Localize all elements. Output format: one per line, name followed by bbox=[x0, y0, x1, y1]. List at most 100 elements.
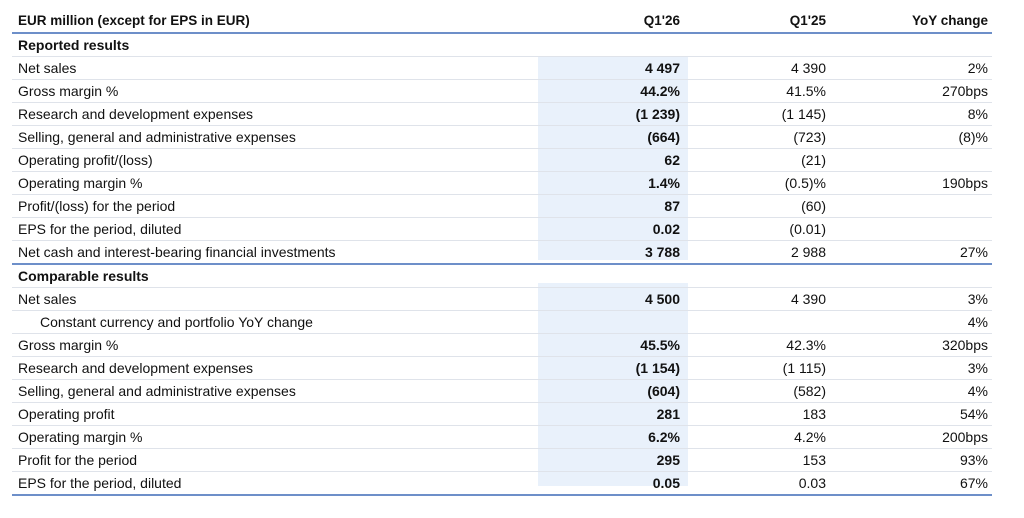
table-row: Gross margin % 44.2% 41.5% 270bps bbox=[12, 79, 992, 103]
row-yoy-change: 4% bbox=[838, 310, 992, 334]
row-label: Operating profit/(loss) bbox=[12, 148, 538, 172]
row-yoy-change: 8% bbox=[838, 102, 992, 126]
row-current-value: 62 bbox=[538, 148, 688, 172]
row-label: Profit for the period bbox=[12, 448, 538, 472]
row-current-value: 4 500 bbox=[538, 287, 688, 311]
table-row: Selling, general and administrative expe… bbox=[12, 125, 992, 149]
row-current-value: 295 bbox=[538, 448, 688, 472]
table-row: Operating profit/(loss) 62 (21) bbox=[12, 148, 992, 172]
row-prior-value: (1 145) bbox=[688, 102, 838, 126]
table-row: Operating margin % 6.2% 4.2% 200bps bbox=[12, 425, 992, 449]
row-prior-value: (723) bbox=[688, 125, 838, 149]
row-prior-value: 153 bbox=[688, 448, 838, 472]
row-current-value: 87 bbox=[538, 194, 688, 218]
row-yoy-change: (8)% bbox=[838, 125, 992, 149]
row-current-value: (1 154) bbox=[538, 356, 688, 380]
row-prior-value: (0.01) bbox=[688, 217, 838, 241]
table-row: EPS for the period, diluted 0.05 0.03 67… bbox=[12, 471, 992, 496]
header-label: EUR million (except for EPS in EUR) bbox=[12, 10, 538, 34]
row-yoy-change: 320bps bbox=[838, 333, 992, 357]
row-yoy-change: 270bps bbox=[838, 79, 992, 103]
section-title-reported: Reported results bbox=[12, 33, 992, 57]
row-label: Operating margin % bbox=[12, 425, 538, 449]
row-current-value: 0.02 bbox=[538, 217, 688, 241]
row-current-value: 6.2% bbox=[538, 425, 688, 449]
row-prior-value: (1 115) bbox=[688, 356, 838, 380]
header-prior-quarter: Q1'25 bbox=[688, 10, 838, 34]
row-yoy-change bbox=[838, 148, 992, 172]
section-title-comparable: Comparable results bbox=[12, 264, 992, 288]
table-row: Research and development expenses (1 239… bbox=[12, 102, 992, 126]
row-yoy-change: 3% bbox=[838, 287, 992, 311]
table-row: Research and development expenses (1 154… bbox=[12, 356, 992, 380]
row-label: Operating profit bbox=[12, 402, 538, 426]
header-current-quarter: Q1'26 bbox=[538, 10, 688, 34]
row-label: Gross margin % bbox=[12, 333, 538, 357]
row-current-value: 44.2% bbox=[538, 79, 688, 103]
row-yoy-change: 2% bbox=[838, 56, 992, 80]
row-prior-value: 0.03 bbox=[688, 471, 838, 496]
table-row: Net cash and interest-bearing financial … bbox=[12, 240, 992, 265]
row-label: Research and development expenses bbox=[12, 356, 538, 380]
table-row: Net sales 4 500 4 390 3% bbox=[12, 287, 992, 311]
table-row: Gross margin % 45.5% 42.3% 320bps bbox=[12, 333, 992, 357]
row-current-value: 1.4% bbox=[538, 171, 688, 195]
row-label: Research and development expenses bbox=[12, 102, 538, 126]
row-label: Net sales bbox=[12, 287, 538, 311]
row-current-value: 3 788 bbox=[538, 240, 688, 265]
row-label: Gross margin % bbox=[12, 79, 538, 103]
row-label: Selling, general and administrative expe… bbox=[12, 125, 538, 149]
row-prior-value: (60) bbox=[688, 194, 838, 218]
section-header-reported: Reported results bbox=[12, 33, 992, 57]
row-current-value: 0.05 bbox=[538, 471, 688, 496]
row-prior-value bbox=[688, 310, 838, 334]
row-label: Profit/(loss) for the period bbox=[12, 194, 538, 218]
financial-results-table-container: EUR million (except for EPS in EUR) Q1'2… bbox=[12, 10, 992, 496]
row-yoy-change: 3% bbox=[838, 356, 992, 380]
section-header-comparable: Comparable results bbox=[12, 264, 992, 288]
row-label: Operating margin % bbox=[12, 171, 538, 195]
table-row: Constant currency and portfolio YoY chan… bbox=[12, 310, 992, 334]
row-prior-value: (0.5)% bbox=[688, 171, 838, 195]
row-prior-value: 42.3% bbox=[688, 333, 838, 357]
row-current-value: (1 239) bbox=[538, 102, 688, 126]
row-prior-value: 41.5% bbox=[688, 79, 838, 103]
table-row: EPS for the period, diluted 0.02 (0.01) bbox=[12, 217, 992, 241]
row-prior-value: 183 bbox=[688, 402, 838, 426]
row-current-value bbox=[538, 310, 688, 334]
row-prior-value: 4 390 bbox=[688, 287, 838, 311]
row-prior-value: 4 390 bbox=[688, 56, 838, 80]
row-current-value: 4 497 bbox=[538, 56, 688, 80]
header-yoy-change: YoY change bbox=[838, 10, 992, 34]
row-label: Selling, general and administrative expe… bbox=[12, 379, 538, 403]
row-prior-value: (21) bbox=[688, 148, 838, 172]
row-yoy-change: 190bps bbox=[838, 171, 992, 195]
row-current-value: 45.5% bbox=[538, 333, 688, 357]
table-row: Net sales 4 497 4 390 2% bbox=[12, 56, 992, 80]
row-yoy-change: 4% bbox=[838, 379, 992, 403]
row-yoy-change bbox=[838, 194, 992, 218]
row-current-value: (664) bbox=[538, 125, 688, 149]
row-yoy-change: 27% bbox=[838, 240, 992, 265]
row-yoy-change: 200bps bbox=[838, 425, 992, 449]
table-row: Operating margin % 1.4% (0.5)% 190bps bbox=[12, 171, 992, 195]
row-prior-value: (582) bbox=[688, 379, 838, 403]
row-prior-value: 2 988 bbox=[688, 240, 838, 265]
row-current-value: (604) bbox=[538, 379, 688, 403]
row-yoy-change bbox=[838, 217, 992, 241]
row-label: EPS for the period, diluted bbox=[12, 471, 538, 496]
row-prior-value: 4.2% bbox=[688, 425, 838, 449]
row-current-value: 281 bbox=[538, 402, 688, 426]
row-label: EPS for the period, diluted bbox=[12, 217, 538, 241]
financial-results-table: EUR million (except for EPS in EUR) Q1'2… bbox=[12, 10, 992, 496]
row-yoy-change: 93% bbox=[838, 448, 992, 472]
row-label: Net sales bbox=[12, 56, 538, 80]
table-row: Profit/(loss) for the period 87 (60) bbox=[12, 194, 992, 218]
table-header-row: EUR million (except for EPS in EUR) Q1'2… bbox=[12, 10, 992, 34]
table-row: Profit for the period 295 153 93% bbox=[12, 448, 992, 472]
row-yoy-change: 54% bbox=[838, 402, 992, 426]
row-yoy-change: 67% bbox=[838, 471, 992, 496]
table-row: Selling, general and administrative expe… bbox=[12, 379, 992, 403]
table-row: Operating profit 281 183 54% bbox=[12, 402, 992, 426]
row-label: Net cash and interest-bearing financial … bbox=[12, 240, 538, 265]
